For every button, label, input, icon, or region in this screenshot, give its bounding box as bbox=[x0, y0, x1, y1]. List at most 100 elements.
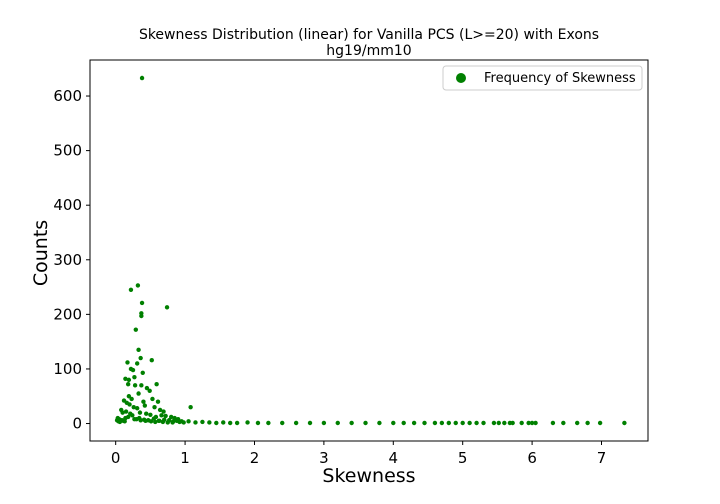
data-point bbox=[132, 383, 138, 388]
data-point bbox=[519, 420, 524, 426]
data-point bbox=[474, 420, 479, 426]
data-point bbox=[255, 420, 261, 426]
data-point bbox=[510, 420, 515, 426]
data-point bbox=[165, 420, 170, 425]
data-point bbox=[142, 403, 148, 408]
data-point bbox=[200, 419, 205, 425]
data-point bbox=[460, 420, 465, 426]
chart-title: Skewness Distribution (linear) for Vanil… bbox=[139, 27, 599, 43]
data-point bbox=[170, 420, 175, 425]
data-point bbox=[125, 360, 130, 365]
data-point bbox=[377, 420, 382, 426]
data-point bbox=[144, 385, 150, 391]
data-point bbox=[132, 416, 137, 422]
data-point bbox=[186, 419, 191, 424]
y-tick-label: 600 bbox=[53, 87, 82, 105]
data-point bbox=[533, 420, 538, 426]
data-point bbox=[135, 283, 141, 288]
x-tick-label: 0 bbox=[111, 449, 121, 467]
y-tick-label: 100 bbox=[53, 360, 82, 378]
y-tick-label: 300 bbox=[53, 251, 82, 269]
data-point bbox=[147, 388, 152, 393]
legend-marker bbox=[456, 73, 466, 83]
y-tick-label: 400 bbox=[53, 196, 82, 214]
data-point bbox=[117, 419, 123, 425]
data-point bbox=[139, 313, 144, 319]
data-point bbox=[561, 420, 566, 426]
data-point bbox=[123, 376, 128, 381]
data-point bbox=[129, 396, 134, 402]
data-point bbox=[453, 420, 458, 426]
data-point bbox=[349, 420, 354, 426]
data-point bbox=[122, 419, 127, 424]
data-point bbox=[193, 420, 198, 425]
data-point bbox=[130, 413, 135, 418]
chart-subtitle: hg19/mm10 bbox=[326, 43, 411, 59]
data-point bbox=[227, 420, 233, 426]
legend-box bbox=[442, 65, 643, 91]
data-point bbox=[120, 410, 125, 415]
data-point bbox=[160, 419, 166, 425]
data-point bbox=[491, 420, 497, 426]
data-point bbox=[161, 409, 166, 414]
data-point bbox=[622, 420, 627, 426]
data-point bbox=[439, 420, 445, 426]
scatter-points bbox=[114, 75, 627, 426]
data-point bbox=[550, 420, 556, 426]
data-point bbox=[126, 394, 132, 399]
data-point bbox=[132, 374, 137, 380]
data-point bbox=[321, 420, 327, 426]
data-point bbox=[128, 287, 134, 292]
data-point bbox=[155, 399, 161, 404]
data-point bbox=[133, 327, 139, 332]
data-point bbox=[307, 420, 313, 426]
data-point bbox=[125, 382, 131, 387]
data-point bbox=[127, 402, 132, 407]
plot-frame bbox=[89, 59, 649, 442]
data-point bbox=[411, 420, 417, 426]
data-point bbox=[188, 404, 193, 410]
data-point bbox=[139, 300, 145, 306]
x-tick-label: 2 bbox=[250, 449, 260, 467]
data-point bbox=[169, 414, 174, 420]
data-point bbox=[126, 377, 132, 383]
data-point bbox=[125, 414, 131, 420]
data-point bbox=[502, 420, 507, 426]
data-point bbox=[280, 420, 285, 426]
data-point bbox=[150, 396, 155, 402]
x-tick-label: 5 bbox=[458, 449, 468, 467]
x-tick-label: 7 bbox=[597, 449, 607, 467]
data-point bbox=[144, 411, 149, 416]
data-point bbox=[139, 75, 145, 81]
data-point bbox=[157, 418, 162, 423]
data-point bbox=[446, 420, 452, 426]
data-point bbox=[152, 404, 157, 410]
data-point bbox=[163, 413, 168, 419]
data-point bbox=[164, 305, 170, 310]
data-point bbox=[134, 406, 140, 411]
data-point bbox=[139, 383, 144, 388]
data-point bbox=[131, 404, 136, 410]
data-point bbox=[221, 420, 226, 425]
data-point bbox=[143, 418, 148, 423]
data-point bbox=[529, 420, 535, 426]
data-point bbox=[467, 420, 472, 426]
data-point bbox=[234, 420, 240, 426]
x-axis-label: Skewness bbox=[322, 465, 415, 487]
data-point bbox=[181, 420, 186, 425]
data-point bbox=[141, 399, 146, 404]
data-point bbox=[293, 420, 299, 426]
data-point bbox=[266, 420, 271, 426]
x-tick-label: 6 bbox=[527, 449, 537, 467]
data-point bbox=[148, 419, 154, 424]
data-point bbox=[123, 409, 129, 414]
data-point bbox=[177, 419, 182, 425]
data-point bbox=[130, 367, 136, 373]
y-axis-label: Counts bbox=[30, 220, 52, 286]
data-point bbox=[481, 420, 486, 426]
data-point bbox=[140, 370, 145, 375]
data-point bbox=[335, 420, 340, 426]
legend: Frequency of Skewness bbox=[442, 65, 643, 91]
legend-label: Frequency of Skewness bbox=[484, 71, 636, 86]
